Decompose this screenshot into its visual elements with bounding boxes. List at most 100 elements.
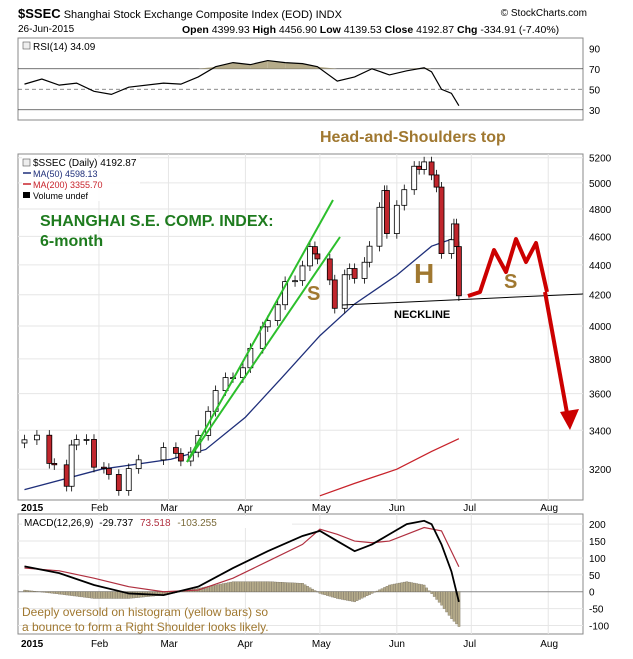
price-frame	[17, 153, 584, 501]
candle-body	[125, 468, 132, 492]
neckline-line	[341, 293, 584, 306]
candle-body	[383, 190, 390, 234]
macd-hist-bar	[95, 591, 98, 599]
candle-body	[115, 474, 122, 492]
head-label: H	[414, 258, 434, 289]
price-tick-label: 3200	[589, 465, 612, 476]
high-label: High	[252, 24, 276, 36]
macd-hist-bar	[100, 591, 103, 599]
price-tick-label: 4600	[589, 232, 612, 243]
macd-hist-bar	[271, 581, 275, 592]
macd-hist-bar	[77, 591, 81, 597]
macd-hist-bar	[214, 584, 217, 592]
macd-hist-bar	[68, 591, 71, 596]
macd-hist-bar	[202, 587, 205, 592]
macd-hist-bar	[244, 581, 247, 592]
macd-hist-bar	[445, 591, 448, 613]
candle-body	[51, 463, 58, 466]
macd-hist-bar	[102, 591, 106, 599]
macd-hist-bar	[254, 581, 257, 592]
legend-volume: Volume undef	[33, 191, 89, 201]
macd-x-tick: Feb	[91, 639, 109, 650]
macd-x-tick: Apr	[237, 639, 253, 650]
macd-hist-bar	[346, 591, 349, 601]
candle-body	[33, 434, 40, 441]
macd-x-tick: 2015	[21, 639, 44, 650]
macd-hist-bar	[311, 588, 314, 592]
ma50-line	[24, 236, 460, 491]
projection-path	[467, 237, 549, 298]
rsi-line	[24, 59, 460, 106]
macd-hist-bar	[82, 591, 86, 598]
macd-tick-label: 0	[589, 588, 595, 599]
macd-annotation-line1: Deeply oversold on histogram (yellow bar…	[22, 605, 268, 619]
macd-hist-bar	[211, 585, 215, 592]
macd-hist-bar	[348, 591, 352, 602]
macd-hist-bar	[87, 591, 91, 599]
low-value: 4139.53	[343, 24, 382, 36]
channel-line-lower	[186, 236, 341, 463]
macd-hist-bar	[452, 591, 456, 622]
macd-hist-bar	[224, 582, 227, 592]
macd-hist-bar	[50, 591, 54, 594]
price-tick-label: 4200	[589, 291, 612, 302]
source-credit[interactable]: © StockCharts.com	[500, 8, 587, 19]
macd-hist-bar	[355, 591, 359, 601]
macd-x-tick: Jun	[389, 639, 405, 650]
macd-hist-bar	[80, 591, 83, 598]
macd-hist-bar	[343, 591, 347, 601]
channel-line-upper	[186, 199, 334, 463]
macd-hist-bar	[53, 591, 56, 594]
macd-hist-bar	[331, 591, 334, 598]
macd-hist-bar	[33, 591, 36, 592]
price-tick-label: 5000	[589, 179, 612, 190]
macd-hist-bar	[358, 591, 361, 600]
macd-hist-bar	[231, 581, 235, 592]
macd-hist-bar	[383, 587, 386, 592]
macd-hist-bar	[447, 591, 451, 616]
ohlc-readout: Open 4399.93 High 4456.90 Low 4139.53 Cl…	[182, 24, 633, 36]
macd-hist-bar	[418, 583, 421, 592]
close-value: 4192.87	[416, 24, 455, 36]
macd-hist-bar	[370, 591, 374, 594]
rsi-tick-label: 50	[589, 85, 601, 96]
candle-body	[448, 239, 455, 254]
macd-hist-bar	[132, 591, 136, 599]
macd-hist-bar	[92, 591, 96, 599]
candle-body	[282, 281, 289, 306]
macd-hist-bar	[360, 591, 364, 599]
macd-hist-bar	[25, 590, 29, 592]
macd-hist-bar	[221, 583, 225, 592]
macd-hist-bar	[298, 583, 302, 592]
rsi-legend: RSI(14) 34.09	[33, 42, 96, 53]
price-tick-label: 5200	[589, 154, 612, 165]
macd-hist-bar	[276, 581, 280, 592]
ma50-series	[24, 236, 460, 491]
macd-hist-bar	[432, 591, 436, 597]
macd-hist-bar	[236, 581, 240, 592]
price-legend: $SSEC (Daily) 4192.87 MA(50) 4598.13 MA(…	[22, 158, 137, 201]
macd-hist-bar	[229, 581, 232, 592]
macd-hist-bar	[72, 591, 76, 597]
macd-panel: 200 150 100 50 0 -50 -100 2015 Feb Mar Apr May Jun J…	[17, 513, 609, 650]
price-x-tick: Feb	[91, 503, 109, 514]
candle-body	[366, 245, 373, 263]
macd-x-tick-labels: 2015 Feb Mar Apr May Jun Jul Aug	[21, 639, 558, 650]
chart-date: 26-Jun-2015	[18, 24, 75, 35]
macd-hist-bar	[301, 583, 304, 592]
candle-body	[307, 246, 313, 267]
candle-body	[63, 464, 70, 487]
price-x-tick: Jun	[389, 503, 405, 514]
macd-hist-bar	[323, 591, 327, 596]
candle-body	[416, 165, 423, 170]
macd-hist-bar	[457, 591, 461, 627]
rsi-tick-labels: 90 70 50 30	[589, 44, 601, 117]
candle-body	[91, 439, 97, 468]
candle-body	[326, 258, 333, 281]
macd-hist-bar	[249, 581, 252, 592]
macd-hist-bar	[105, 591, 108, 599]
macd-series	[24, 519, 460, 603]
macd-hist-bar	[368, 591, 371, 595]
